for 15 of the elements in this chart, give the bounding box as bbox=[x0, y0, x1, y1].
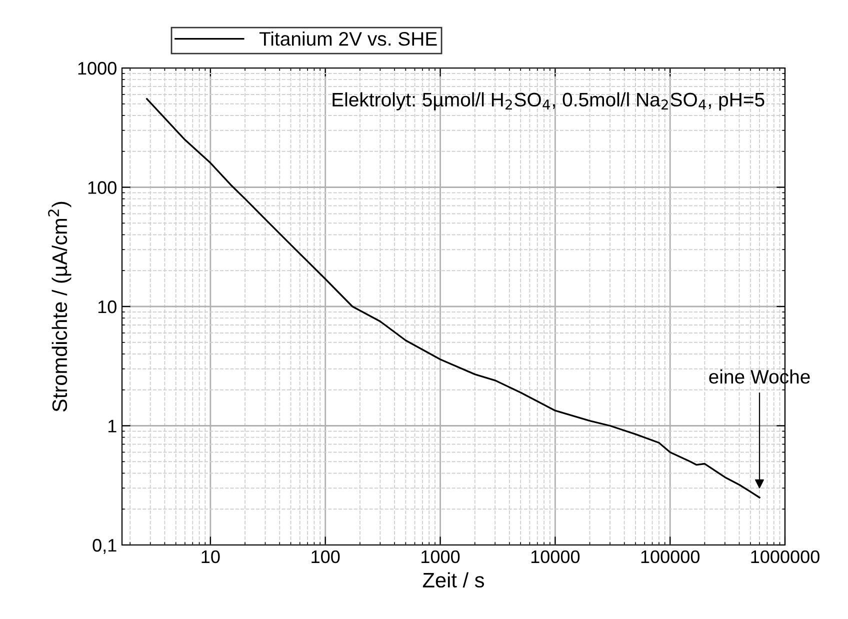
x-tick-label: 10000 bbox=[531, 550, 580, 564]
y-tick-label: 1 bbox=[108, 420, 116, 432]
x-tick-label: 100000 bbox=[641, 550, 700, 564]
y-tick-label: 0,1 bbox=[92, 538, 116, 554]
y-tick-label: 1000 bbox=[78, 62, 116, 75]
x-axis-title: Zeit / s bbox=[422, 572, 484, 588]
x-tick-label: 100 bbox=[312, 550, 340, 564]
legend-label: Titanium 2V vs. SHE bbox=[259, 31, 437, 46]
y-axis-title: Stromdichte / (µA/cm$^{2}$) bbox=[48, 202, 72, 412]
x-tick-label: 1000 bbox=[422, 550, 460, 564]
text: Elektrolyt: 5µmol/l H$_{2}$SO$_{4}$, 0.5mol/l Na$_{2}$SO$_{4}$, pH=5 bbox=[332, 92, 764, 110]
y-tick-label: 10 bbox=[98, 300, 116, 314]
x-tick-label: 10 bbox=[202, 550, 220, 564]
x-tick-label: 1000000 bbox=[751, 550, 820, 564]
y-tick-label: 100 bbox=[88, 181, 116, 194]
